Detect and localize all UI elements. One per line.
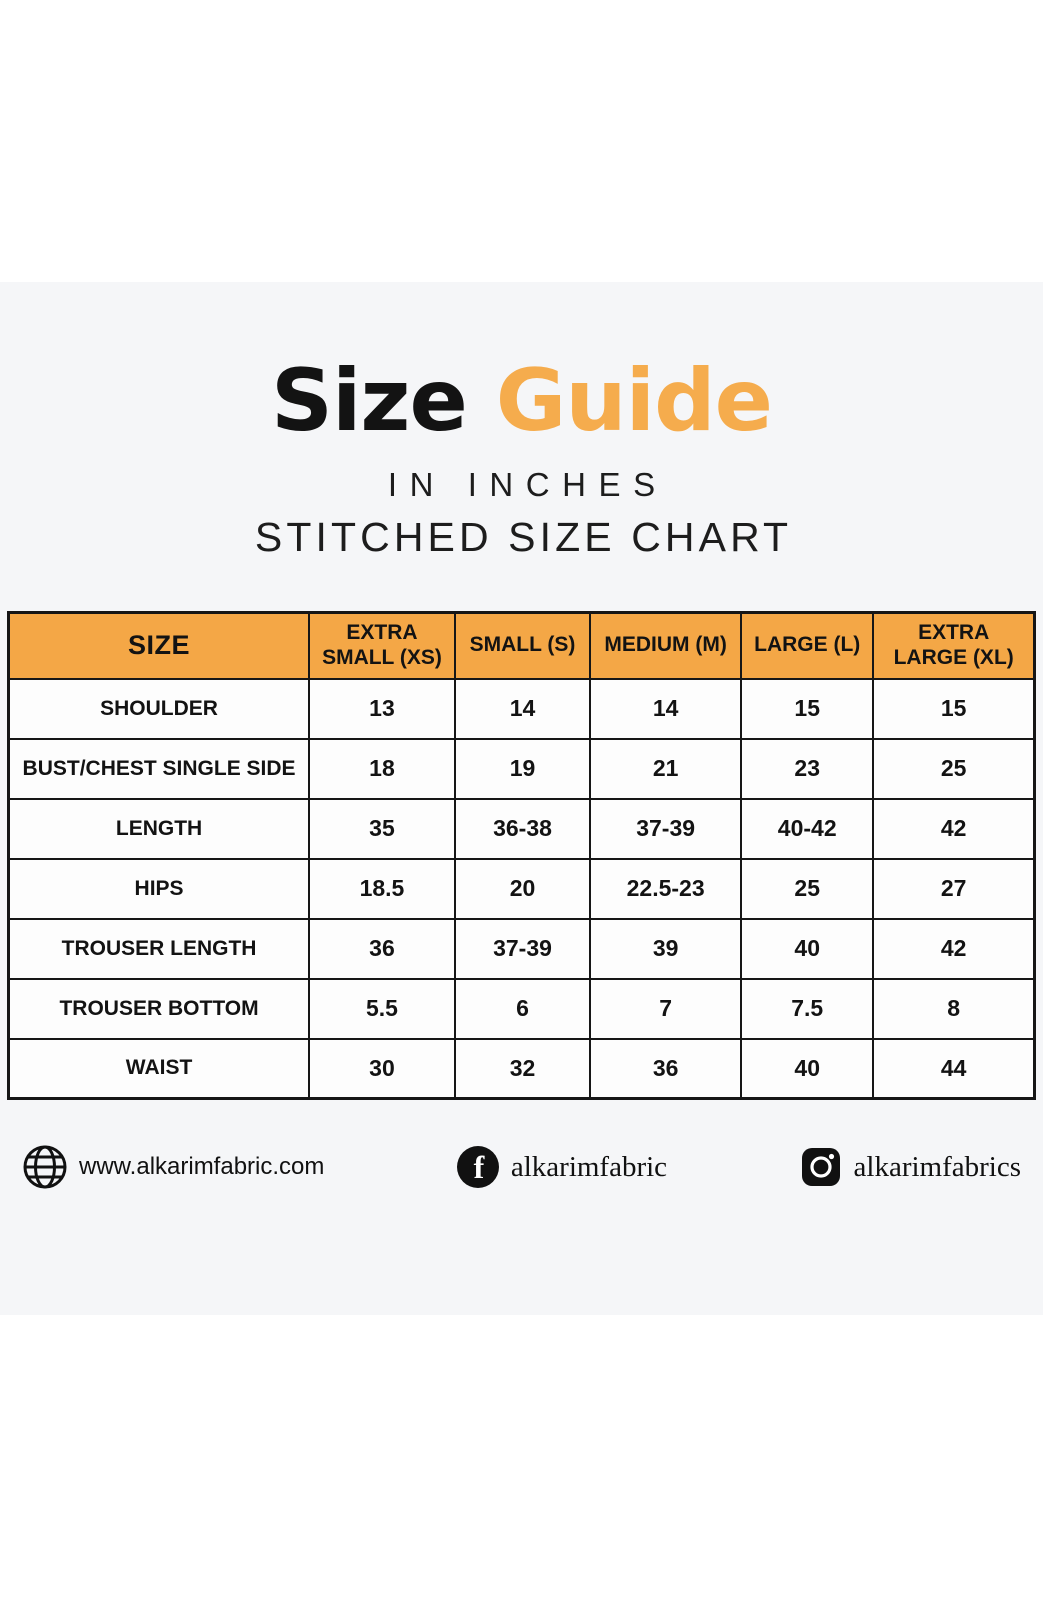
measurement-value: 42 — [872, 797, 1036, 860]
measurement-value: 22.5-23 — [589, 857, 743, 920]
measurement-value: 21 — [589, 737, 743, 800]
table-row: WAIST 30 32 36 40 44 — [7, 1037, 1036, 1100]
measurement-label: TROUSER LENGTH — [7, 917, 311, 980]
subtitle-stitched-size-chart: STITCHED SIZE CHART — [254, 514, 793, 560]
measurement-value: 30 — [308, 1037, 456, 1100]
footer-website: www.alkarimfabric.com — [22, 1144, 324, 1190]
instagram-handle: alkarimfabrics — [853, 1150, 1021, 1183]
size-chart-table: SIZE EXTRA SMALL (XS) SMALL (S) MEDIUM (M) L… — [7, 611, 1036, 1100]
table-row: LENGTH 35 36-38 37-39 40-42 42 — [7, 797, 1036, 860]
measurement-value: 6 — [453, 977, 592, 1040]
table-row: SHOULDER 13 14 14 15 15 — [7, 677, 1036, 740]
measurement-value: 39 — [589, 917, 743, 980]
measurement-value: 18.5 — [308, 857, 456, 920]
subtitle-in-inches: IN INCHES — [387, 466, 668, 503]
footer-facebook: f alkarimfabric — [456, 1145, 667, 1189]
measurement-value: 8 — [872, 977, 1036, 1040]
measurement-value: 44 — [872, 1037, 1036, 1100]
table-row: TROUSER LENGTH 36 37-39 39 40 42 — [7, 917, 1036, 980]
measurement-value: 37-39 — [589, 797, 743, 860]
measurement-value: 40 — [740, 917, 875, 980]
measurement-value: 15 — [872, 677, 1036, 740]
measurement-value: 14 — [589, 677, 743, 740]
measurement-value: 40-42 — [740, 797, 875, 860]
size-option-header: LARGE (L) — [740, 611, 875, 680]
measurement-value: 14 — [453, 677, 592, 740]
measurement-value: 36-38 — [453, 797, 592, 860]
measurement-value: 25 — [740, 857, 875, 920]
size-guide-panel: Size Guide IN INCHES STITCHED SIZE CHART… — [0, 282, 1043, 1315]
page-title: Size Guide — [0, 358, 1043, 444]
globe-icon — [22, 1144, 68, 1190]
measurement-label: TROUSER BOTTOM — [7, 977, 311, 1040]
measurement-label: HIPS — [7, 857, 311, 920]
size-option-header: MEDIUM (M) — [589, 611, 743, 680]
measurement-value: 32 — [453, 1037, 592, 1100]
measurement-value: 37-39 — [453, 917, 592, 980]
measurement-value: 42 — [872, 917, 1036, 980]
measurement-value: 35 — [308, 797, 456, 860]
title-word-guide: Guide — [495, 351, 773, 451]
measurement-value: 7 — [589, 977, 743, 1040]
title-word-size: Size — [271, 351, 468, 451]
title-block: Size Guide IN INCHES STITCHED SIZE CHART — [0, 282, 1043, 561]
measurement-value: 40 — [740, 1037, 875, 1100]
facebook-handle: alkarimfabric — [510, 1150, 668, 1183]
size-option-header: EXTRA SMALL (XS) — [308, 611, 456, 680]
measurement-value: 25 — [872, 737, 1036, 800]
measurement-value: 15 — [740, 677, 875, 740]
measurement-value: 18 — [308, 737, 456, 800]
measurement-value: 27 — [872, 857, 1036, 920]
measurement-value: 7.5 — [740, 977, 875, 1040]
measurement-value: 13 — [308, 677, 456, 740]
measurement-value: 23 — [740, 737, 875, 800]
measurement-value: 19 — [453, 737, 592, 800]
measurement-label: LENGTH — [7, 797, 311, 860]
size-column-header: SIZE — [7, 611, 311, 680]
svg-text:f: f — [474, 1149, 485, 1185]
measurement-label: WAIST — [7, 1037, 311, 1100]
measurement-value: 36 — [589, 1037, 743, 1100]
measurement-label: BUST/CHEST SINGLE SIDE — [7, 737, 311, 800]
table-row: TROUSER BOTTOM 5.5 6 7 7.5 8 — [7, 977, 1036, 1040]
measurement-value: 20 — [453, 857, 592, 920]
size-option-header: SMALL (S) — [453, 611, 592, 680]
website-url: www.alkarimfabric.com — [79, 1153, 325, 1180]
table-header-row: SIZE EXTRA SMALL (XS) SMALL (S) MEDIUM (M) L… — [7, 611, 1036, 680]
measurement-label: SHOULDER — [7, 677, 311, 740]
instagram-icon — [799, 1145, 843, 1189]
table-row: HIPS 18.5 20 22.5-23 25 27 — [7, 857, 1036, 920]
measurement-value: 5.5 — [308, 977, 456, 1040]
facebook-icon: f — [456, 1145, 500, 1189]
table-row: BUST/CHEST SINGLE SIDE 18 19 21 23 25 — [7, 737, 1036, 800]
footer: www.alkarimfabric.com f alkarimfabric al… — [22, 1144, 1021, 1190]
footer-instagram: alkarimfabrics — [799, 1145, 1021, 1189]
size-option-header: EXTRA LARGE (XL) — [872, 611, 1036, 680]
measurement-value: 36 — [308, 917, 456, 980]
